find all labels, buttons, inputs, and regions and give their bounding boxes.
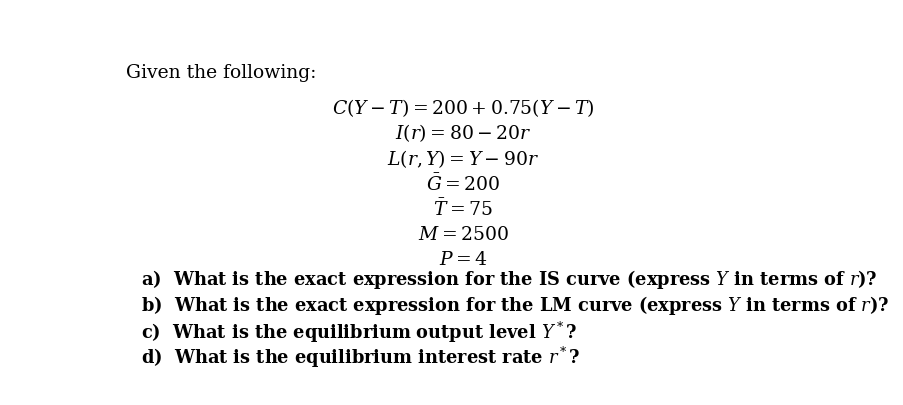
Text: $C(Y - T) = 200 + 0.75(Y - T)$: $C(Y - T) = 200 + 0.75(Y - T)$ bbox=[331, 97, 594, 119]
Text: $\bar{G} = 200$: $\bar{G} = 200$ bbox=[425, 174, 500, 195]
Text: $M = 2500$: $M = 2500$ bbox=[417, 225, 508, 244]
Text: $P = 4$: $P = 4$ bbox=[438, 250, 488, 269]
Text: $\bar{T} = 75$: $\bar{T} = 75$ bbox=[433, 199, 493, 220]
Text: Given the following:: Given the following: bbox=[126, 64, 316, 82]
Text: a)  What is the exact expression for the IS curve (express $Y$ in terms of $r$)?: a) What is the exact expression for the … bbox=[141, 269, 877, 292]
Text: $L(r, Y) = Y - 90r$: $L(r, Y) = Y - 90r$ bbox=[386, 148, 539, 170]
Text: $I(r) = 80 - 20r$: $I(r) = 80 - 20r$ bbox=[395, 122, 531, 144]
Text: b)  What is the exact expression for the LM curve (express $Y$ in terms of $r$)?: b) What is the exact expression for the … bbox=[141, 294, 889, 317]
Text: d)  What is the equilibrium interest rate $r^*$?: d) What is the equilibrium interest rate… bbox=[141, 345, 580, 370]
Text: c)  What is the equilibrium output level $Y^*$?: c) What is the equilibrium output level … bbox=[141, 320, 577, 345]
